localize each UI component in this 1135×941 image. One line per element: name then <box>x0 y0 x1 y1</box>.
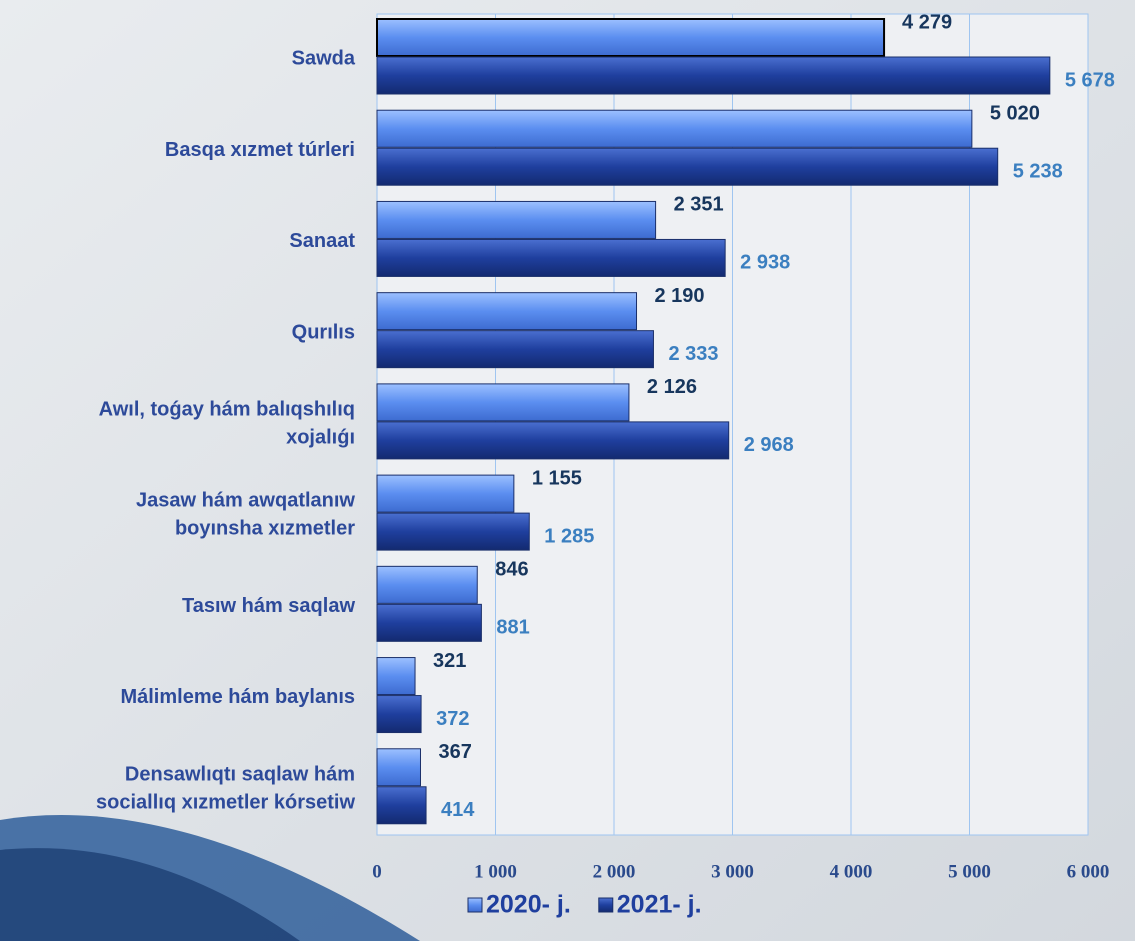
category-label: Awıl, toǵay hám balıqshılıq xojalıǵı <box>99 399 355 449</box>
bar <box>376 200 657 239</box>
bar <box>376 603 482 642</box>
bar <box>376 292 638 331</box>
category-label: Málimleme hám baylanıs <box>120 686 355 708</box>
x-tick-label: 2 000 <box>593 861 636 882</box>
data-label: 1 285 <box>544 525 594 547</box>
legend-label: 2021- j. <box>617 891 702 919</box>
data-label: 5 678 <box>1065 69 1115 91</box>
legend-swatch <box>598 897 614 913</box>
decoration <box>0 848 300 941</box>
data-label: 414 <box>441 799 475 821</box>
bar <box>376 18 886 57</box>
category-label: Sanaat <box>289 230 355 252</box>
x-tick-label: 6 000 <box>1067 861 1110 882</box>
category-label: Densawlıqtı saqlaw hám sociallıq xızmetle… <box>96 764 355 814</box>
data-label: 5 020 <box>990 103 1040 125</box>
bar <box>376 512 530 551</box>
bar <box>376 330 654 369</box>
data-label: 846 <box>495 559 528 581</box>
data-label: 881 <box>496 617 529 639</box>
data-label: 2 190 <box>655 285 705 307</box>
bar <box>376 383 630 422</box>
data-label: 372 <box>436 708 469 730</box>
data-label: 367 <box>438 741 471 763</box>
data-label: 5 238 <box>1013 161 1063 183</box>
category-label: Tasıw hám saqlaw <box>182 595 355 617</box>
data-label: 2 333 <box>668 343 718 365</box>
bar <box>376 109 973 148</box>
legend-swatch <box>467 897 483 913</box>
x-tick-label: 4 000 <box>830 861 873 882</box>
bar <box>376 56 1051 95</box>
bar <box>376 147 999 186</box>
data-label: 4 279 <box>902 11 952 33</box>
legend-label: 2020- j. <box>486 891 571 919</box>
data-label: 2 938 <box>740 252 790 274</box>
category-label: Sawda <box>292 48 356 70</box>
data-label: 1 155 <box>532 467 582 489</box>
bar <box>376 421 730 460</box>
category-label: Qurılıs <box>292 322 355 344</box>
data-label: 2 351 <box>674 194 724 216</box>
x-tick-label: 1 000 <box>474 861 517 882</box>
bar <box>376 657 416 696</box>
data-label: 2 968 <box>744 434 794 456</box>
data-label: 2 126 <box>647 376 697 398</box>
bar <box>376 238 726 277</box>
bar <box>376 565 478 604</box>
bar <box>376 695 422 734</box>
bar <box>376 786 427 825</box>
x-tick-label: 0 <box>372 861 382 882</box>
x-tick-label: 5 000 <box>948 861 991 882</box>
category-label: Basqa xızmet túrleri <box>165 139 355 161</box>
bar <box>376 474 515 513</box>
x-tick-label: 3 000 <box>711 861 754 882</box>
data-label: 321 <box>433 650 466 672</box>
bar <box>376 748 421 787</box>
category-label: Jasaw hám awqatlanıw boyınsha xızmetler <box>136 490 355 540</box>
